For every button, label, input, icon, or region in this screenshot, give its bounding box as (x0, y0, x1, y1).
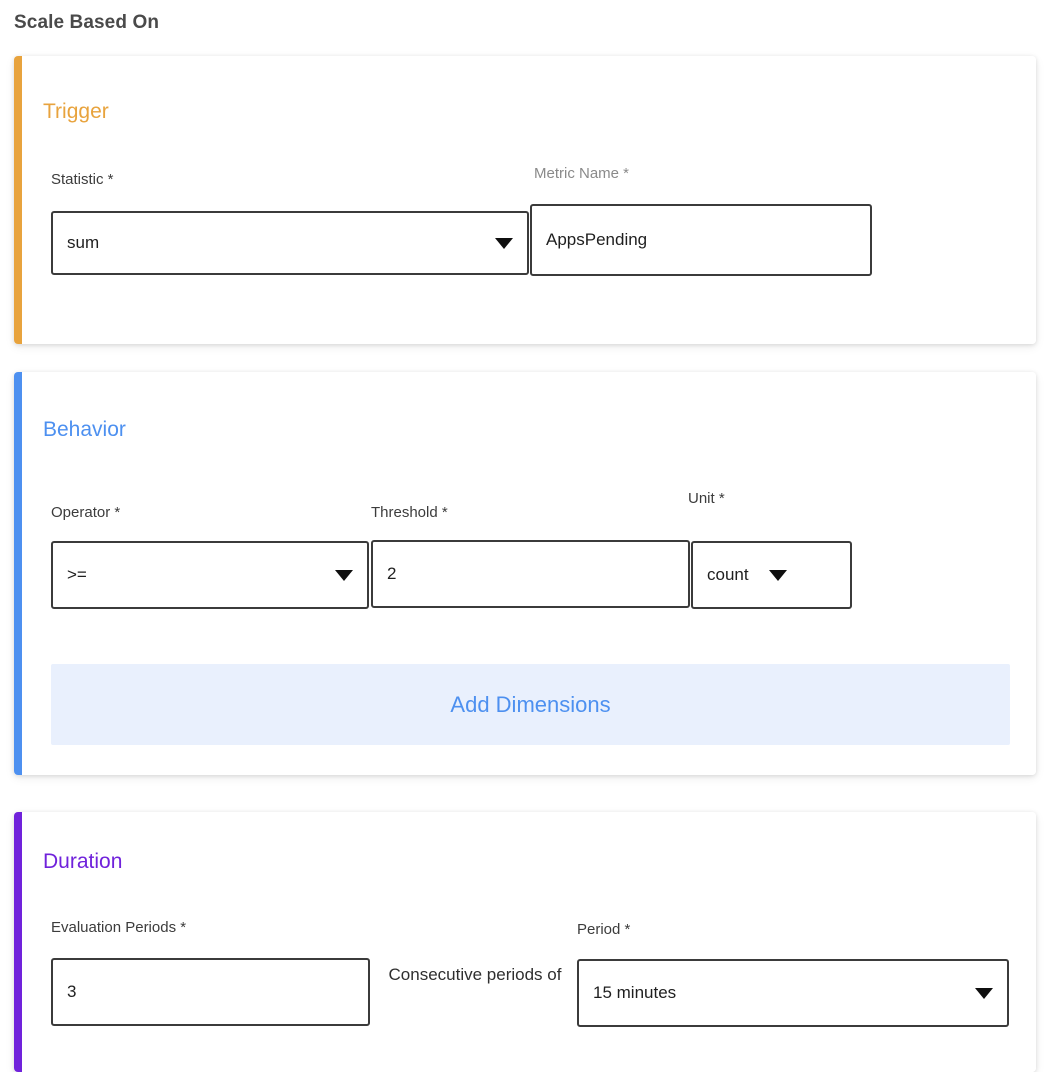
metric-name-input[interactable]: AppsPending (530, 204, 872, 276)
operator-label: Operator * (51, 504, 121, 521)
chevron-down-icon (768, 569, 787, 581)
behavior-accent-bar (14, 372, 22, 775)
chevron-down-icon (495, 237, 513, 249)
threshold-value: 2 (387, 564, 397, 583)
trigger-accent-bar (14, 56, 22, 344)
chevron-down-icon (335, 569, 353, 581)
unit-select[interactable]: count (691, 541, 852, 609)
threshold-label: Threshold * (371, 504, 448, 521)
page-title: Scale Based On (14, 12, 160, 33)
metric-name-value: AppsPending (546, 230, 648, 249)
chevron-down-icon (975, 987, 993, 999)
duration-card-body (22, 812, 1036, 1072)
statistic-label: Statistic * (51, 171, 114, 188)
period-select[interactable]: 15 minutes (577, 959, 1009, 1027)
duration-accent-bar (14, 812, 22, 1072)
trigger-card (14, 56, 1036, 344)
evaluation-periods-value: 3 (67, 982, 77, 1001)
evaluation-periods-label: Evaluation Periods * (51, 919, 187, 936)
metric-name-label: Metric Name * (534, 165, 630, 182)
duration-card (14, 812, 1036, 1072)
add-dimensions-label: Add Dimensions (450, 691, 611, 717)
period-label: Period * (577, 921, 631, 938)
add-dimensions-button[interactable]: Add Dimensions (51, 664, 1010, 745)
statistic-value: sum (67, 233, 100, 252)
consecutive-periods-text: Consecutive periods of (388, 965, 562, 984)
period-value: 15 minutes (593, 983, 677, 1002)
duration-section-title: Duration (43, 850, 123, 873)
statistic-select[interactable]: sum (51, 211, 529, 275)
threshold-input[interactable]: 2 (371, 540, 690, 608)
operator-value: >= (67, 565, 87, 584)
trigger-section-title: Trigger (43, 100, 109, 123)
evaluation-periods-input[interactable]: 3 (51, 958, 370, 1026)
operator-select[interactable]: >= (51, 541, 369, 609)
unit-value: count (707, 565, 749, 584)
behavior-section-title: Behavior (43, 418, 126, 441)
unit-label: Unit * (688, 490, 725, 507)
trigger-card-body (22, 56, 1036, 344)
